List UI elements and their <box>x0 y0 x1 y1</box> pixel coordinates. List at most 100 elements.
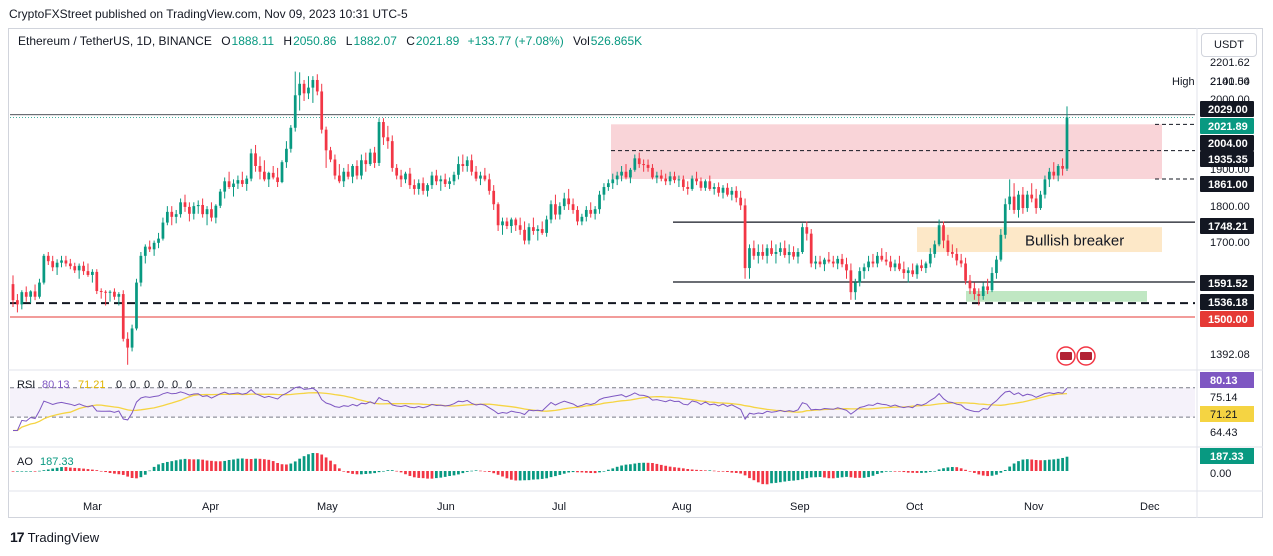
candle-body <box>898 263 901 270</box>
candle-body <box>487 179 491 191</box>
candle-body <box>673 176 676 181</box>
candle-body <box>412 185 416 189</box>
candle-body <box>311 79 315 88</box>
ao-value-box <box>1200 448 1254 464</box>
candle-body <box>271 172 275 178</box>
y-axis-tick: 1800.00 <box>1210 201 1250 213</box>
candle-body <box>920 265 923 269</box>
candle-body <box>805 227 809 234</box>
ao-bar <box>501 471 504 477</box>
ao-bar <box>699 470 703 471</box>
candle-body <box>483 175 487 180</box>
ao-bar <box>60 467 63 471</box>
candle-body <box>258 165 262 172</box>
candle-body <box>148 246 152 250</box>
ao-bar <box>664 465 668 471</box>
candle-body <box>16 300 19 305</box>
candle-body <box>809 233 813 264</box>
ao-bar <box>276 462 279 471</box>
ao-bar <box>867 471 870 478</box>
rsi-value-box <box>1200 372 1254 388</box>
rsi-param: 0 <box>158 379 164 391</box>
ao-bar <box>629 464 632 471</box>
ao-bar <box>1034 460 1038 471</box>
candle-body <box>933 244 937 254</box>
ao-bar <box>210 460 213 471</box>
candle-body <box>496 204 500 226</box>
candle-body <box>928 253 932 264</box>
ao-bar <box>814 471 817 478</box>
price-label: 2141.54 <box>1210 76 1250 88</box>
candle-body <box>712 187 716 189</box>
ao-axis-tick: 0.00 <box>1210 468 1231 480</box>
candle-body <box>249 153 253 179</box>
ao-bar <box>532 471 535 480</box>
price-label: 1536.18 <box>1208 297 1248 309</box>
ao-bar <box>642 462 646 471</box>
ao-bar <box>302 456 306 471</box>
candle-body <box>880 255 884 260</box>
candle-body <box>157 238 160 243</box>
ao-bar <box>655 463 659 471</box>
candle-body <box>571 204 575 210</box>
ao-bar <box>973 471 976 473</box>
ao-bar <box>523 471 526 481</box>
candle-body <box>867 261 870 268</box>
ao-bar <box>68 467 72 471</box>
candle-body <box>479 175 482 179</box>
candle-body <box>752 248 756 256</box>
ao-bar <box>690 469 694 471</box>
ao-bar <box>792 471 795 481</box>
candle-body <box>615 175 619 180</box>
ao-bar <box>439 471 443 478</box>
candle-body <box>677 179 681 181</box>
x-axis-month: Oct <box>906 501 923 513</box>
ao-bar <box>377 471 381 473</box>
candle-body <box>82 265 85 272</box>
us-flag-icon-body <box>1080 352 1092 360</box>
candle-body <box>192 206 196 214</box>
candle-body <box>862 267 866 272</box>
tradingview-logo-icon[interactable]: 17 <box>10 529 25 545</box>
ao-bar <box>99 470 103 472</box>
ao-bar <box>11 471 15 472</box>
candle-body <box>38 282 41 297</box>
ao-bar <box>928 471 932 472</box>
candle-body <box>629 169 632 178</box>
candle-body <box>426 185 429 191</box>
ao-bar <box>651 462 654 471</box>
ao-bar <box>743 471 747 476</box>
open-value: 1888.11 <box>231 34 275 48</box>
ao-bar <box>492 471 496 474</box>
ao-bar <box>201 459 204 471</box>
candle-body <box>307 87 310 94</box>
currency-button[interactable]: USDT <box>1201 33 1257 57</box>
tradingview-brand[interactable]: TradingView <box>27 529 100 545</box>
ao-bar <box>1008 466 1012 471</box>
price-label-box <box>1200 294 1254 310</box>
candle-body <box>545 219 548 233</box>
ao-bar <box>333 464 337 471</box>
candle-body <box>434 175 438 182</box>
ao-bar <box>135 471 138 479</box>
candle-body <box>783 248 787 256</box>
price-label-box <box>1200 151 1254 167</box>
candle-body <box>906 270 910 274</box>
symbol-name[interactable]: Ethereum / TetherUS, 1D, BINANCE <box>18 34 212 48</box>
ao-bar <box>130 471 134 479</box>
ao-bar <box>315 453 319 471</box>
ao-bar <box>756 471 760 483</box>
ao-bar <box>717 471 720 472</box>
price-label: 2004.00 <box>1208 138 1248 150</box>
ao-bar <box>968 471 972 472</box>
candle-body <box>986 286 989 291</box>
ao-bar <box>827 471 831 479</box>
ao-bar <box>849 471 853 478</box>
ao-axis-value: 187.33 <box>1210 451 1244 463</box>
candle-body <box>695 178 698 182</box>
candle-body <box>756 252 760 256</box>
ao-bar <box>143 471 147 475</box>
candle-body <box>280 162 284 183</box>
candle-body <box>562 198 566 207</box>
